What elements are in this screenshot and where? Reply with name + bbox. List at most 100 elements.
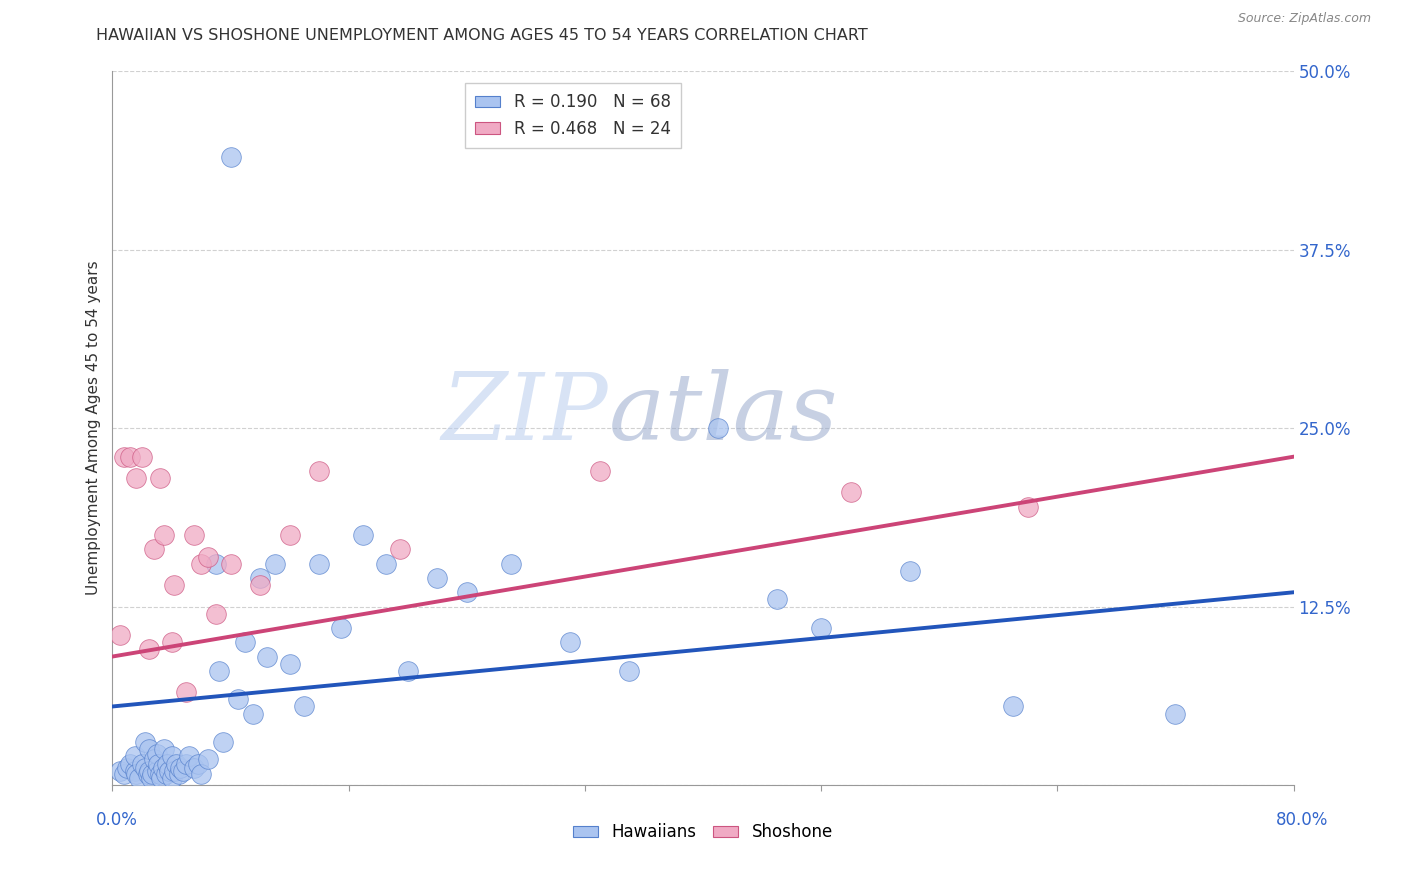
Point — [136, 766, 159, 780]
Point — [150, 771, 173, 785]
Text: Source: ZipAtlas.com: Source: ZipAtlas.com — [1237, 12, 1371, 25]
Point — [146, 764, 169, 778]
Point — [810, 621, 832, 635]
Point — [501, 557, 523, 571]
Y-axis label: Unemployment Among Ages 45 to 54 years: Unemployment Among Ages 45 to 54 years — [86, 260, 101, 596]
Point — [292, 699, 315, 714]
Point — [839, 485, 862, 500]
Point — [160, 749, 183, 764]
Point — [169, 761, 191, 775]
Point — [149, 471, 172, 485]
Point — [112, 450, 135, 464]
Point — [588, 464, 610, 478]
Point — [124, 764, 146, 778]
Point — [187, 756, 209, 771]
Point — [426, 571, 449, 585]
Point — [212, 735, 235, 749]
Point — [138, 642, 160, 657]
Point — [120, 756, 142, 771]
Point — [174, 685, 197, 699]
Point — [264, 557, 287, 571]
Point — [1001, 699, 1024, 714]
Point — [389, 542, 412, 557]
Point — [153, 742, 176, 756]
Point — [374, 557, 396, 571]
Point — [160, 635, 183, 649]
Point — [706, 421, 728, 435]
Point — [256, 649, 278, 664]
Point — [131, 450, 153, 464]
Point — [165, 756, 187, 771]
Point — [249, 578, 271, 592]
Point — [117, 761, 138, 775]
Point — [152, 761, 174, 775]
Legend: Hawaiians, Shoshone: Hawaiians, Shoshone — [567, 817, 839, 848]
Point — [183, 761, 205, 775]
Text: 80.0%: 80.0% — [1277, 811, 1329, 829]
Point — [308, 464, 330, 478]
Point — [134, 761, 156, 775]
Point — [1017, 500, 1039, 514]
Text: atlas: atlas — [609, 369, 838, 458]
Point — [190, 557, 212, 571]
Point — [108, 764, 131, 778]
Point — [155, 766, 177, 780]
Point — [163, 578, 186, 592]
Point — [352, 528, 374, 542]
Point — [153, 528, 176, 542]
Text: 0.0%: 0.0% — [96, 811, 138, 829]
Point — [179, 749, 201, 764]
Text: HAWAIIAN VS SHOSHONE UNEMPLOYMENT AMONG AGES 45 TO 54 YEARS CORRELATION CHART: HAWAIIAN VS SHOSHONE UNEMPLOYMENT AMONG … — [96, 29, 868, 43]
Point — [197, 549, 219, 564]
Point — [1164, 706, 1187, 721]
Point — [134, 735, 156, 749]
Point — [456, 585, 478, 599]
Point — [183, 528, 205, 542]
Point — [226, 692, 249, 706]
Point — [330, 621, 353, 635]
Point — [125, 766, 148, 780]
Point — [120, 450, 142, 464]
Point — [148, 756, 170, 771]
Point — [142, 752, 165, 766]
Point — [142, 542, 165, 557]
Point — [619, 664, 641, 678]
Point — [167, 766, 190, 780]
Point — [157, 764, 180, 778]
Point — [108, 628, 131, 642]
Point — [172, 764, 194, 778]
Point — [205, 557, 228, 571]
Point — [131, 756, 153, 771]
Point — [156, 756, 179, 771]
Point — [141, 766, 163, 780]
Point — [160, 771, 183, 785]
Point — [558, 635, 582, 649]
Point — [396, 664, 419, 678]
Point — [174, 756, 197, 771]
Point — [219, 150, 242, 164]
Point — [278, 528, 301, 542]
Point — [233, 635, 256, 649]
Point — [249, 571, 271, 585]
Point — [190, 766, 212, 780]
Point — [766, 592, 789, 607]
Point — [149, 766, 172, 780]
Point — [124, 749, 146, 764]
Text: ZIP: ZIP — [441, 369, 609, 458]
Point — [205, 607, 228, 621]
Point — [278, 657, 301, 671]
Point — [125, 471, 148, 485]
Point — [208, 664, 231, 678]
Point — [242, 706, 264, 721]
Point — [146, 747, 169, 761]
Point — [219, 557, 242, 571]
Point — [138, 764, 160, 778]
Point — [898, 564, 921, 578]
Point — [197, 752, 219, 766]
Point — [112, 766, 135, 780]
Point — [138, 742, 160, 756]
Point — [308, 557, 330, 571]
Point — [163, 764, 186, 778]
Point — [139, 771, 162, 785]
Point — [128, 771, 150, 785]
